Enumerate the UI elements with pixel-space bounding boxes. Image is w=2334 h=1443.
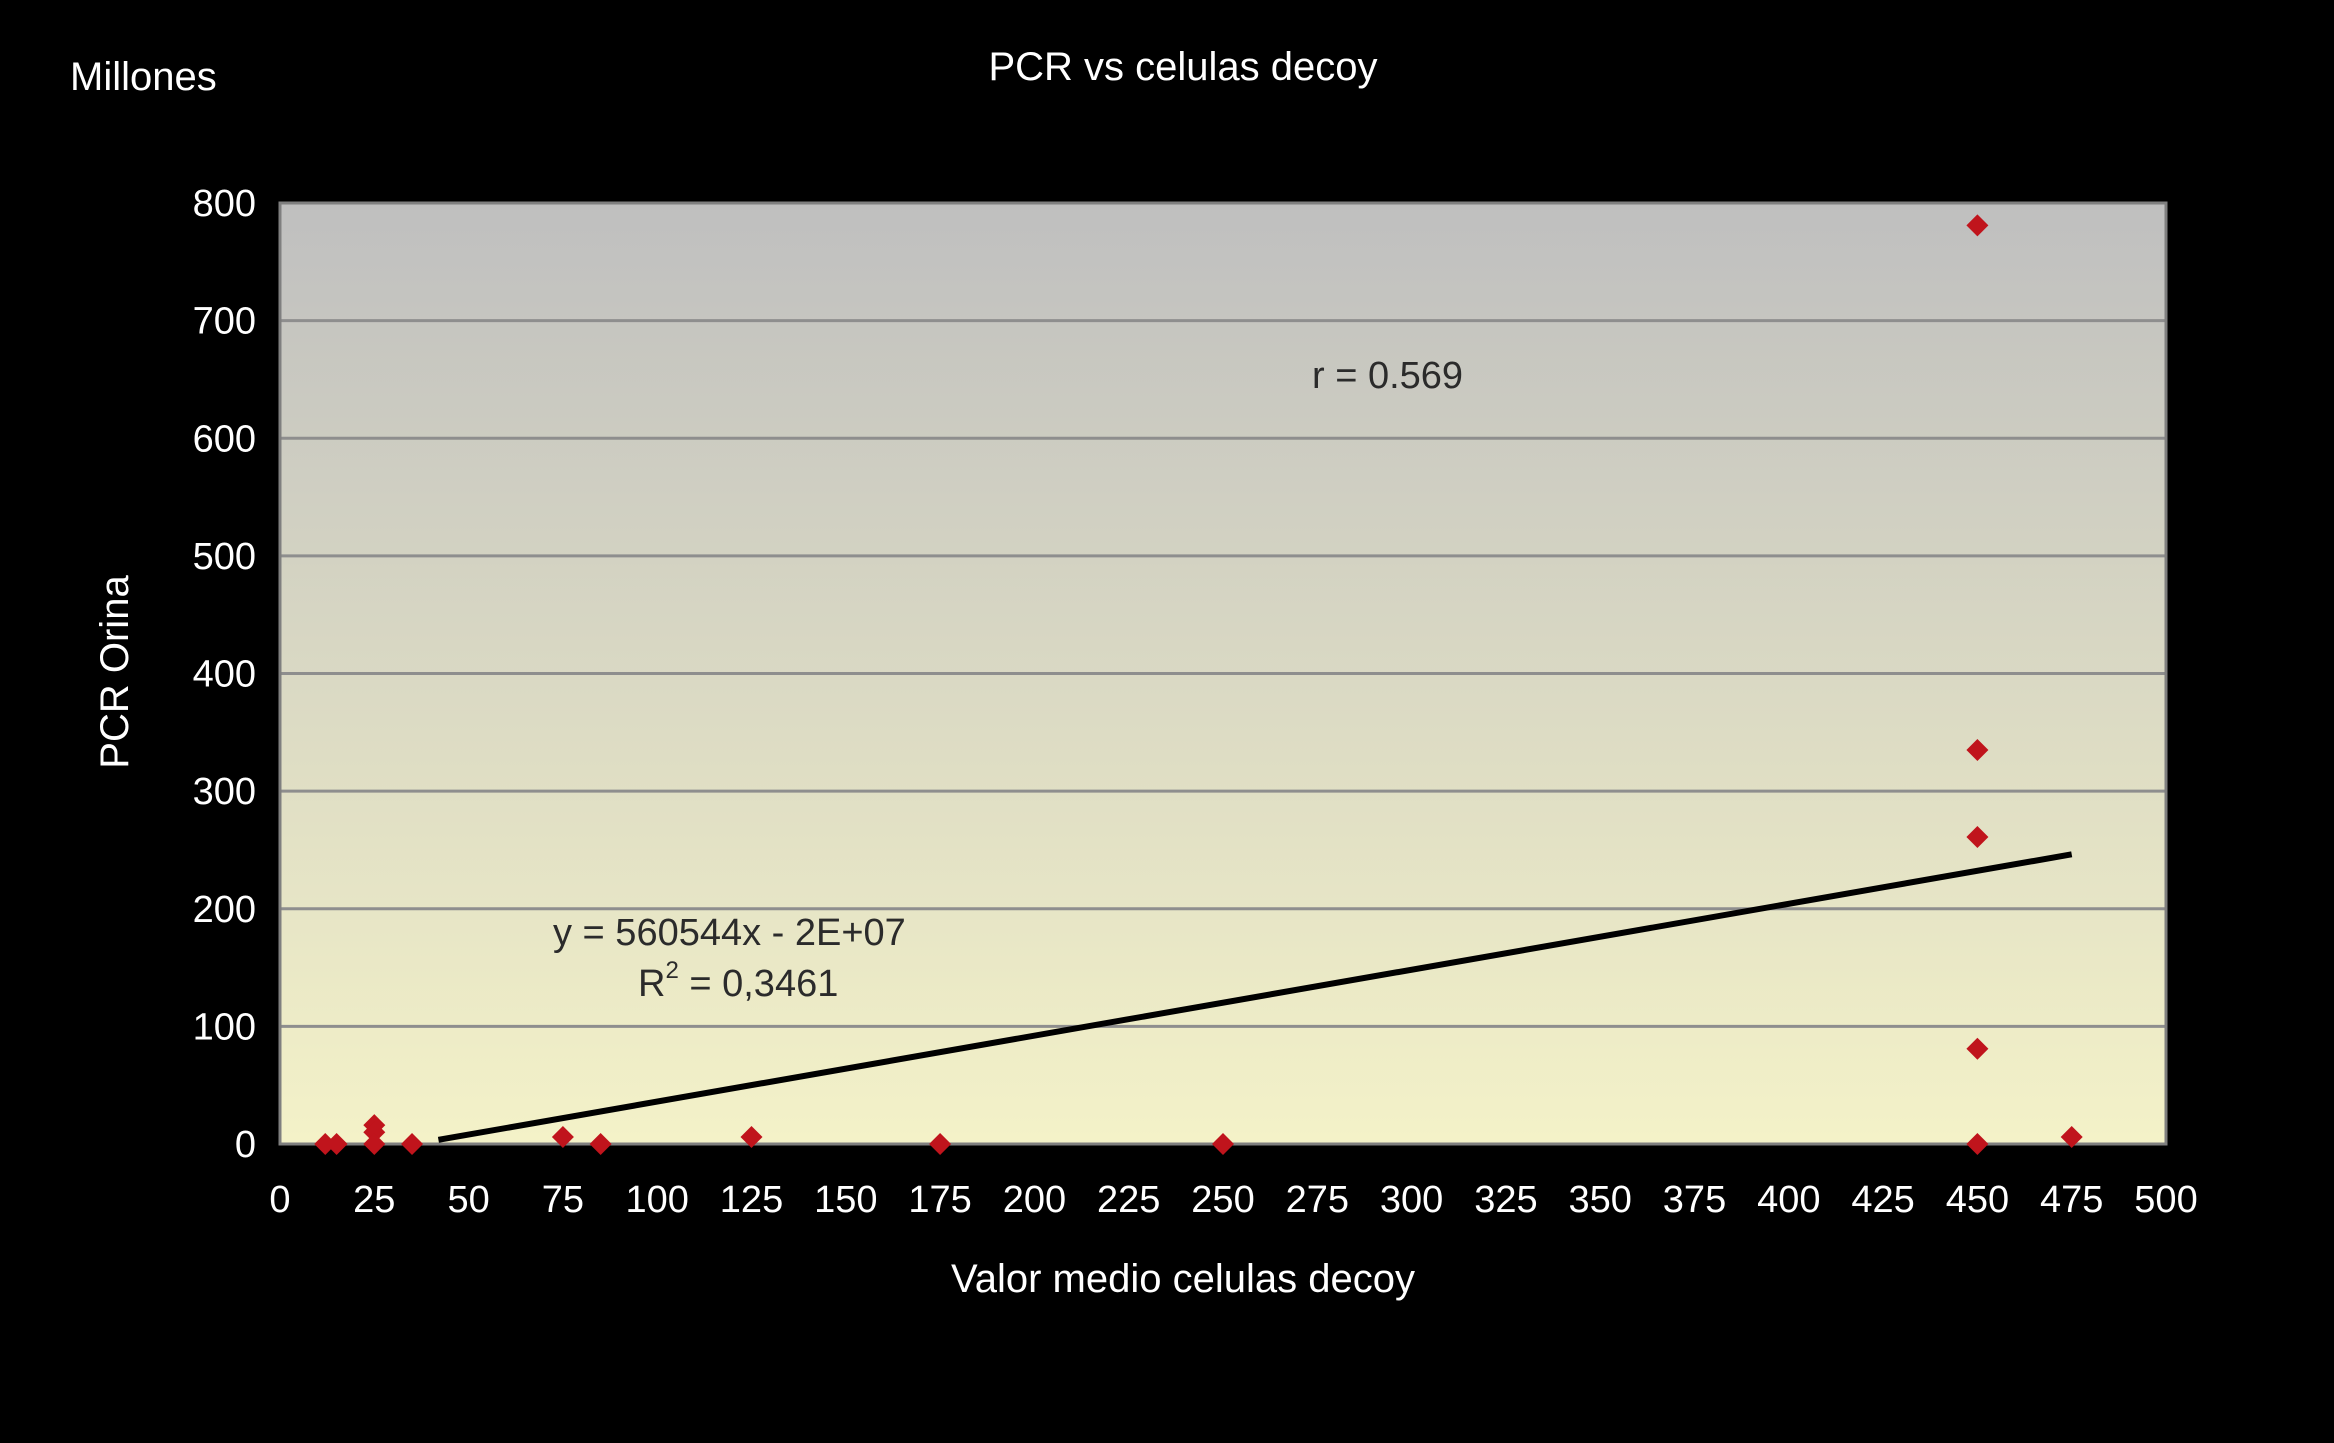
data-point bbox=[1212, 1133, 1234, 1155]
data-point bbox=[1966, 738, 1989, 761]
x-axis-title: Valor medio celulas decoy bbox=[951, 1257, 1415, 1301]
x-tick-label: 475 bbox=[2040, 1179, 2103, 1221]
y-tick-label: 200 bbox=[193, 889, 256, 931]
x-tick-label: 225 bbox=[1097, 1179, 1160, 1221]
x-tick-label: 425 bbox=[1851, 1179, 1914, 1221]
y-tick-label: 800 bbox=[193, 183, 256, 225]
trendline-equation: y = 560544x - 2E+07 bbox=[553, 912, 906, 954]
x-tick-label: 25 bbox=[353, 1179, 395, 1221]
x-tick-label: 50 bbox=[447, 1179, 489, 1221]
y-tick-label: 600 bbox=[193, 418, 256, 460]
data-point bbox=[325, 1133, 348, 1155]
data-point bbox=[2060, 1125, 2083, 1148]
trendline bbox=[437, 851, 2073, 1143]
x-axis-ticks: 0 25 50 75 100 125 150 175 200 225 250 275 300 325 350… bbox=[269, 1179, 2197, 1221]
correlation-annotation: r = 0.569 bbox=[1312, 355, 1463, 397]
x-tick-label: 375 bbox=[1663, 1179, 1726, 1221]
y-tick-label: 400 bbox=[193, 654, 256, 696]
y-axis-ticks: 0 100 200 300 400 500 600 700 800 bbox=[193, 183, 256, 1166]
x-tick-label: 200 bbox=[1003, 1179, 1066, 1221]
data-point bbox=[929, 1133, 952, 1155]
y-tick-label: 700 bbox=[193, 301, 256, 343]
x-tick-label: 400 bbox=[1757, 1179, 1820, 1221]
x-tick-label: 100 bbox=[625, 1179, 688, 1221]
data-points bbox=[314, 214, 2083, 1155]
x-tick-label: 250 bbox=[1191, 1179, 1254, 1221]
data-point bbox=[1966, 1133, 1989, 1155]
x-tick-label: 125 bbox=[720, 1179, 783, 1221]
r-squared-annotation: R2 = 0,3461 bbox=[638, 957, 838, 1005]
data-point bbox=[401, 1133, 424, 1155]
chart-title: PCR vs celulas decoy bbox=[988, 45, 1377, 89]
data-point bbox=[589, 1133, 612, 1155]
x-tick-label: 325 bbox=[1474, 1179, 1537, 1221]
data-point bbox=[1966, 825, 1989, 848]
x-tick-label: 350 bbox=[1568, 1179, 1631, 1221]
unit-label: Millones bbox=[70, 55, 217, 99]
x-tick-label: 0 bbox=[269, 1179, 290, 1221]
r-squared-prefix: R bbox=[638, 963, 665, 1005]
y-axis-title: PCR Orina bbox=[93, 575, 137, 769]
data-point bbox=[1966, 1037, 1989, 1060]
data-point bbox=[551, 1125, 574, 1148]
y-tick-label: 0 bbox=[235, 1124, 256, 1166]
data-point bbox=[740, 1125, 763, 1148]
data-point bbox=[363, 1133, 386, 1155]
y-tick-label: 300 bbox=[193, 771, 256, 813]
y-tick-label: 100 bbox=[193, 1006, 256, 1048]
x-tick-label: 150 bbox=[814, 1179, 877, 1221]
x-tick-label: 75 bbox=[542, 1179, 584, 1221]
y-tick-label: 500 bbox=[193, 536, 256, 578]
x-tick-label: 300 bbox=[1380, 1179, 1443, 1221]
r-squared-exponent: 2 bbox=[665, 957, 678, 984]
data-point bbox=[1966, 214, 1989, 237]
x-tick-label: 450 bbox=[1946, 1179, 2009, 1221]
r-squared-value: = 0,3461 bbox=[679, 963, 839, 1005]
x-tick-label: 175 bbox=[908, 1179, 971, 1221]
data-point bbox=[363, 1121, 386, 1144]
x-tick-label: 275 bbox=[1286, 1179, 1349, 1221]
x-tick-label: 500 bbox=[2134, 1179, 2197, 1221]
data-point bbox=[314, 1133, 337, 1155]
